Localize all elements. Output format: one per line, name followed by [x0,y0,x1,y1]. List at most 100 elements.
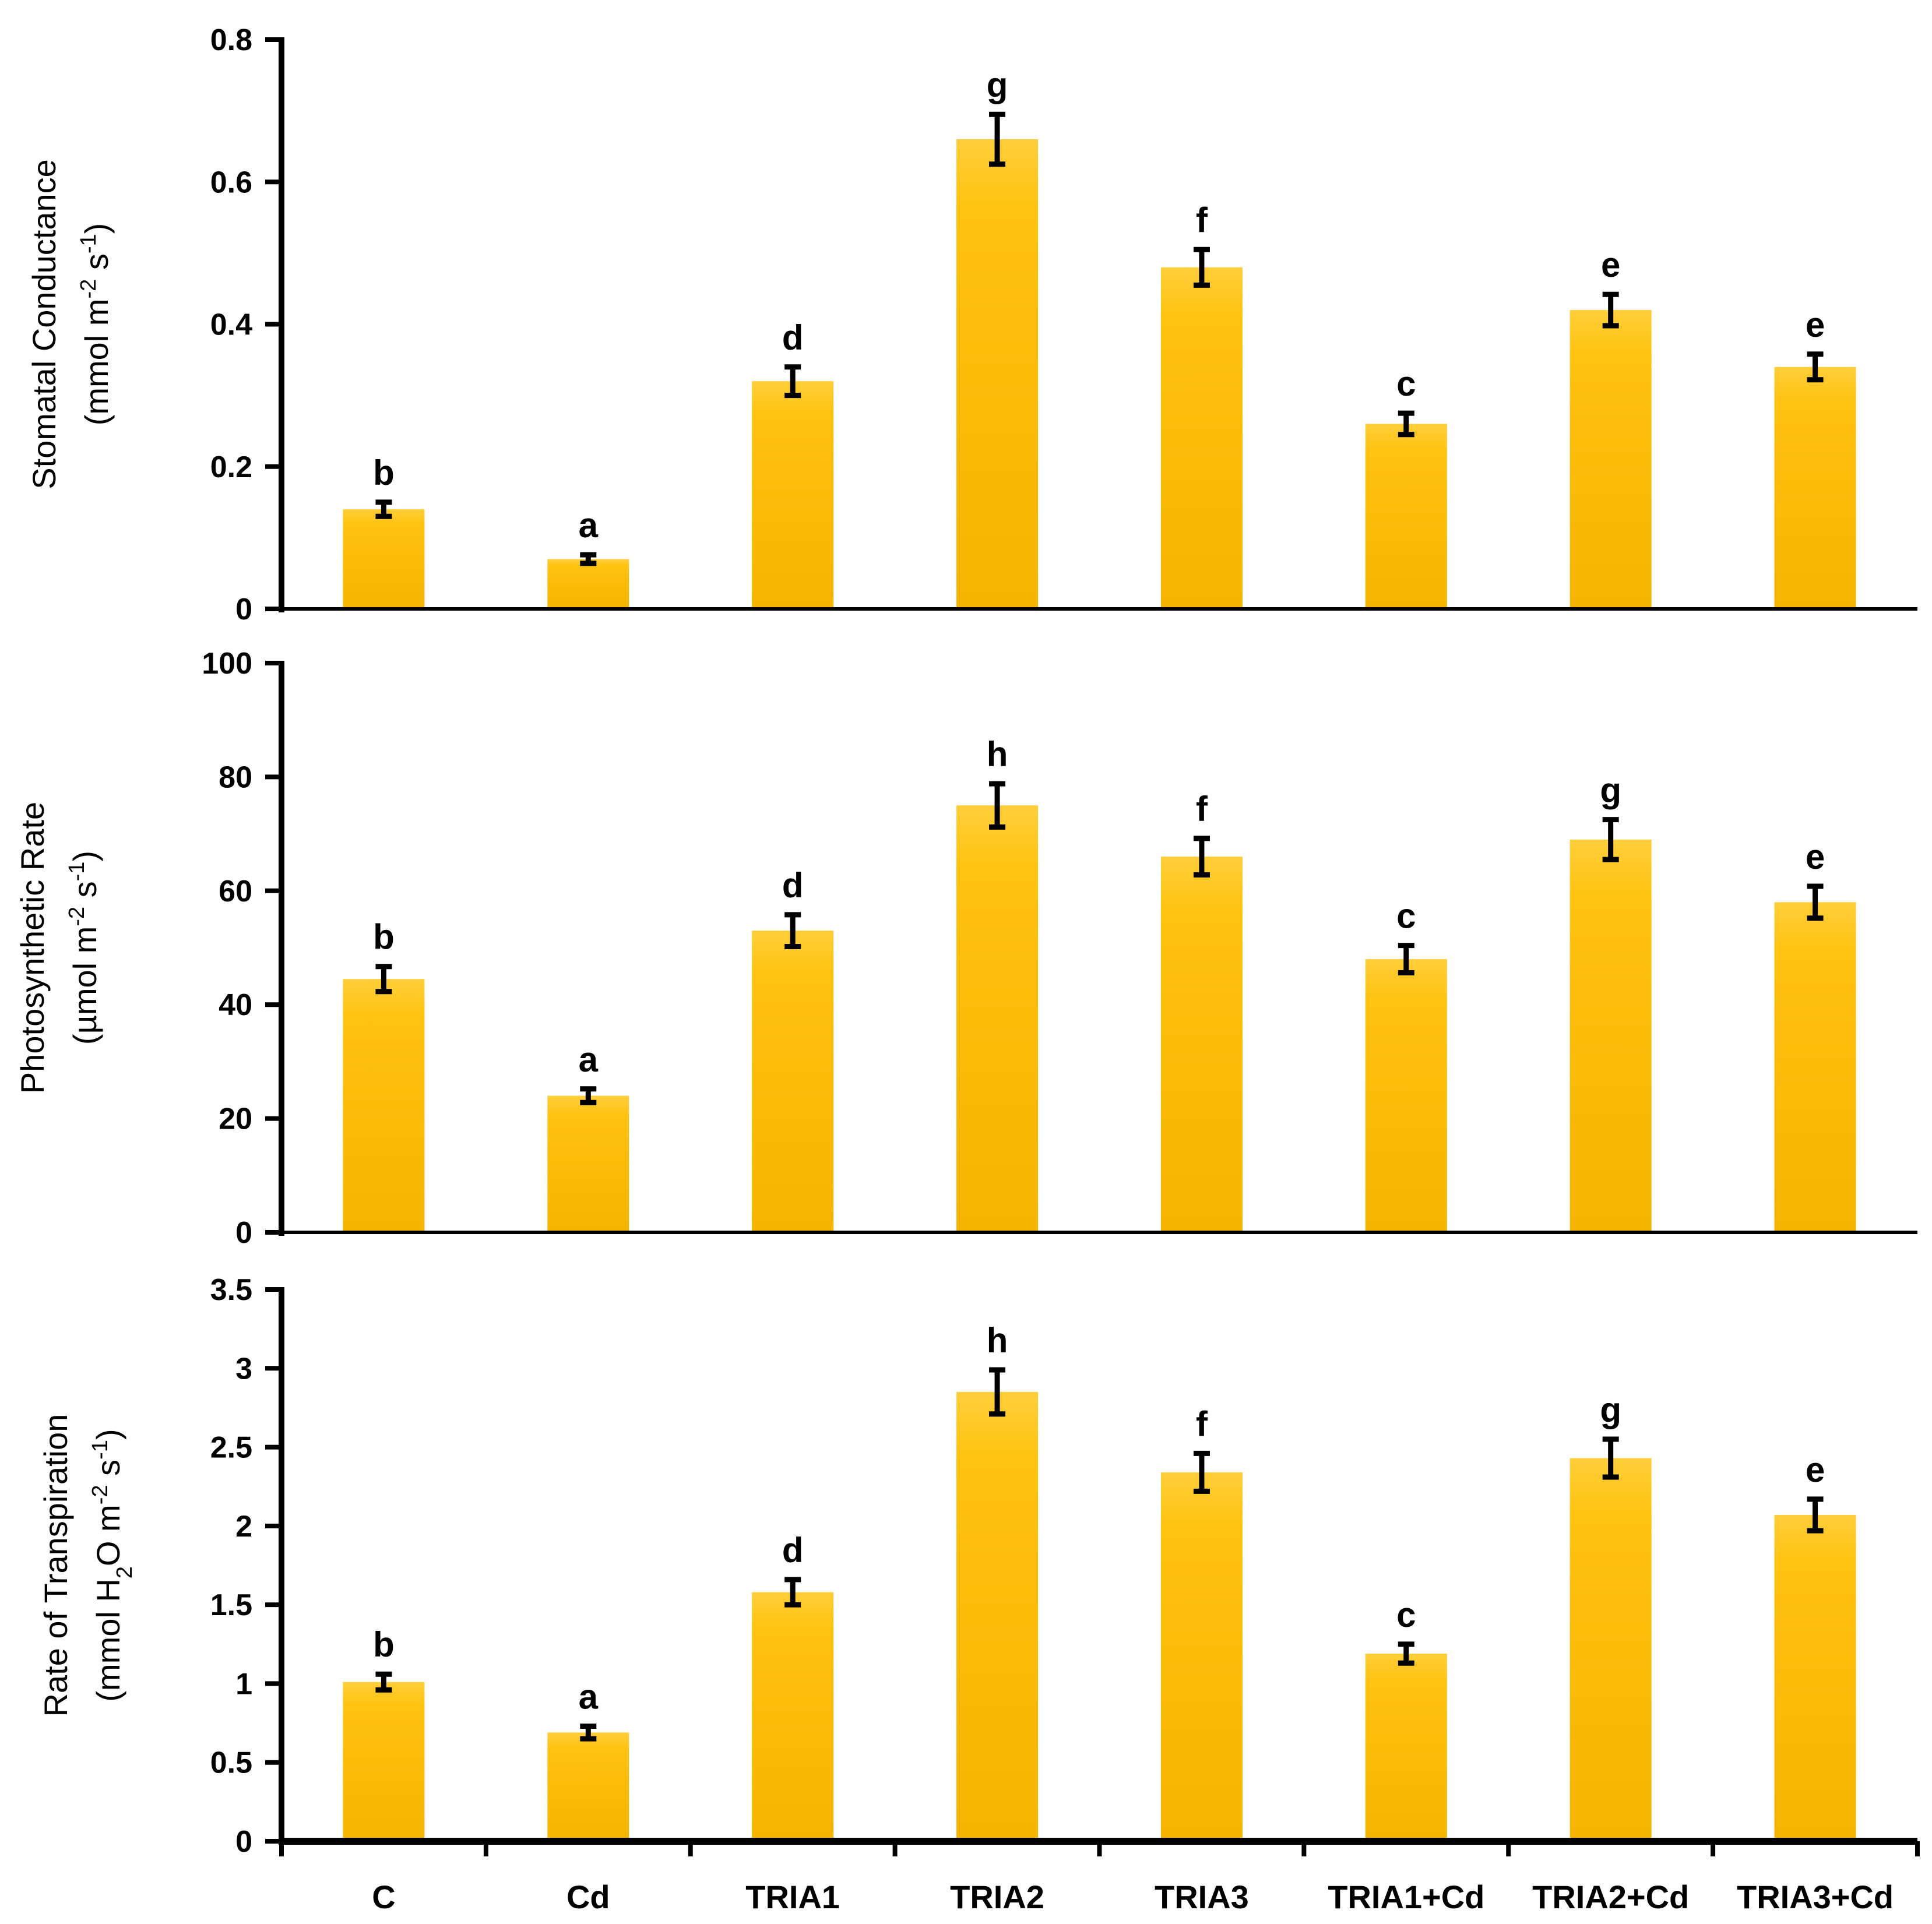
y-tick-label: 40 [219,988,252,1022]
unit-text: s [78,253,115,279]
significance-letter: e [1806,305,1825,344]
x-tick-label: Cd [566,1879,610,1915]
unit-text: (µmol m [66,926,103,1045]
y-tick-label: 0.5 [210,1746,252,1780]
bar-TRIA1 [752,931,834,1232]
x-tick-label: TRIA2+Cd [1532,1879,1689,1915]
bar-Cd [547,1732,629,1841]
y-tick-label: 0.2 [210,450,252,484]
bar-TRIA2 [956,1391,1039,1841]
bar-C [343,509,425,609]
panel-2: b a d h f c g e 0 20 40 60 80 100 Photosynthetic Rate (… [14,647,1917,1250]
bar-TRIA1 [752,381,834,609]
significance-letter: e [1601,245,1620,284]
significance-letter: g [1600,1390,1621,1429]
significance-letter: f [1196,1404,1208,1443]
unit-supscript: -1 [65,862,89,882]
significance-letter: h [987,1321,1008,1360]
significance-letter: c [1396,897,1416,936]
error-bar-TRIA3+Cd [1807,883,1824,921]
y-tick-label: 0.8 [210,23,252,57]
error-bar-TRIA3 [1193,1450,1210,1494]
significance-letter: e [1806,1450,1825,1489]
error-bar-TRIA2+Cd [1602,1436,1619,1480]
unit-supscript: -2 [76,279,101,299]
x-tick-label: TRIA3 [1155,1879,1249,1915]
error-bar-TRIA2+Cd [1602,817,1619,862]
significance-letter: b [373,1625,395,1664]
y-tick-label: 0 [235,1216,252,1250]
y-tick-label: 3.5 [210,1273,252,1307]
panel-3: b a d h f c g e 0 0.5 1 1.5 2 2.5 3 3.5 C Cd TRIA1 TRIA2 TRI… [37,1273,1920,1915]
x-tick-label: TRIA3+Cd [1737,1879,1894,1915]
significance-letter: e [1806,837,1825,876]
y-tick-label: 0 [235,1825,252,1859]
bar-Cd [547,1095,629,1232]
unit-text: (mmol m [78,299,115,426]
y-tick-label: 2.5 [210,1431,252,1465]
x-tick-label: TRIA1+Cd [1328,1879,1484,1915]
significance-letter: c [1396,364,1416,403]
significance-letter: h [987,735,1008,774]
bar-TRIA3+Cd [1774,367,1856,609]
error-bar-C [375,964,392,995]
y-tick-label: 1.5 [210,1588,252,1622]
unit-text: s [66,881,103,907]
y-tick-label: 60 [219,875,252,908]
significance-letter: a [579,506,599,545]
bar-Cd [547,559,629,609]
error-bar-Cd [580,552,597,566]
significance-letter: g [987,65,1008,104]
bar-TRIA2+Cd [1569,839,1652,1232]
bar-TRIA2+Cd [1569,1458,1652,1841]
significance-letter: f [1196,200,1208,239]
significance-letter: a [579,1040,599,1079]
unit-text: O m [90,1504,126,1566]
error-bar-Cd [580,1086,597,1105]
bar-TRIA1+Cd [1365,424,1447,609]
significance-letter: d [782,1531,804,1570]
error-bar-TRIA2 [989,111,1006,167]
bar-TRIA3 [1160,1472,1243,1841]
y-tick-label: 20 [219,1102,252,1136]
y-axis-unit-label: (µmol m-2 s-1) [65,851,103,1045]
unit-text: ) [66,851,103,862]
y-tick-label: 0.6 [210,165,252,199]
x-tick-label: TRIA1 [745,1879,840,1915]
unit-subscript: 2 [112,1566,137,1578]
significance-letter: b [373,453,395,492]
error-bar-TRIA1 [784,912,801,950]
y-axis-unit-label: (mmol H2O m-2 s-1) [88,1429,137,1701]
bar-TRIA3+Cd [1774,902,1856,1232]
bar-TRIA1+Cd [1365,1654,1447,1841]
y-tick-label: 1 [235,1667,252,1701]
significance-letter: a [579,1677,599,1716]
bar-C [343,1682,425,1841]
y-tick-label: 100 [202,647,252,681]
unit-text: (mmol H [90,1578,126,1702]
bar-TRIA2 [956,805,1039,1232]
error-bar-TRIA3 [1193,836,1210,878]
y-axis-label: Rate of Transpiration [37,1414,74,1717]
error-bar-TRIA1+Cd [1398,943,1414,975]
significance-letter: c [1396,1595,1416,1634]
x-tick-label: C [372,1879,395,1915]
significance-letter: d [782,866,804,905]
y-tick-label: 80 [219,760,252,794]
bar-TRIA3 [1160,857,1243,1232]
error-bar-TRIA1+Cd [1398,1641,1414,1666]
significance-letter: b [373,918,395,957]
unit-supscript: -2 [65,907,89,926]
x-tick-label: TRIA2 [950,1879,1044,1915]
unit-supscript: -2 [88,1485,112,1504]
error-bar-TRIA3 [1193,246,1210,288]
error-bar-Cd [580,1723,597,1742]
error-bar-TRIA1+Cd [1398,410,1414,438]
error-bar-TRIA3+Cd [1807,351,1824,383]
y-tick-label: 0.4 [210,308,252,342]
error-bar-TRIA2+Cd [1602,291,1619,329]
error-bar-C [375,499,392,519]
bar-TRIA3+Cd [1774,1514,1856,1841]
